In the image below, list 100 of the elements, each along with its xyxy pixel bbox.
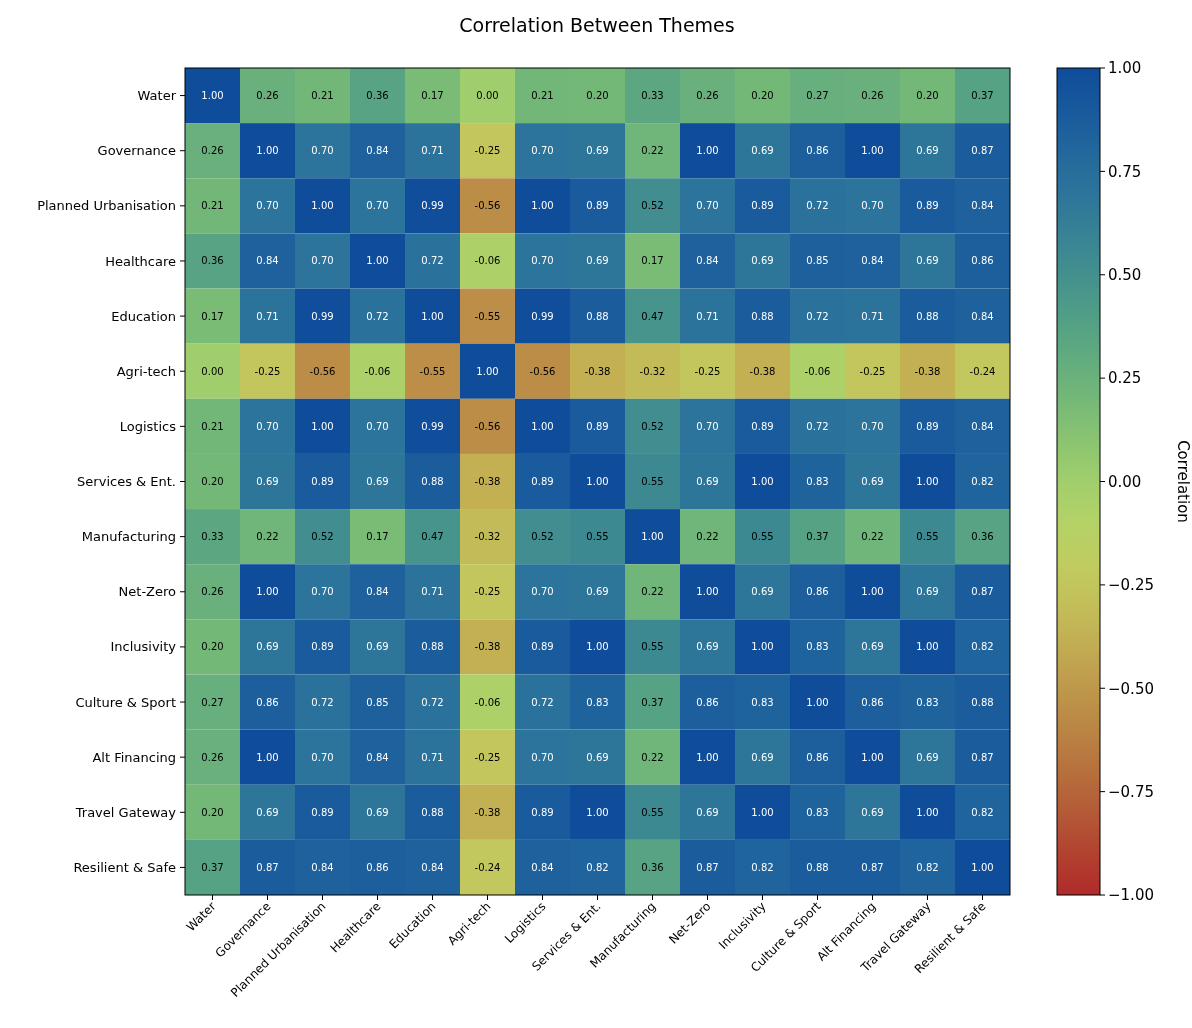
data-label: 0.83 [806, 806, 829, 818]
data-label: -0.38 [474, 641, 501, 653]
y-tick-label: Resilient & Safe [73, 859, 176, 875]
data-label: 1.00 [256, 751, 279, 763]
data-label: 1.00 [751, 641, 774, 653]
data-label: 1.00 [916, 806, 939, 818]
data-label: -0.38 [914, 365, 941, 377]
data-label: 0.26 [696, 90, 719, 102]
data-label: 0.83 [586, 696, 609, 708]
data-label: 0.71 [421, 751, 444, 763]
color-bar-label: 0.00 [1108, 472, 1142, 491]
data-label: 1.00 [421, 310, 444, 322]
data-label: 0.99 [311, 310, 334, 322]
data-label: 0.69 [751, 751, 774, 763]
data-label: 0.71 [421, 586, 444, 598]
data-label: -0.56 [474, 420, 501, 432]
data-label: 0.33 [201, 531, 224, 543]
data-label: 0.69 [751, 586, 774, 598]
data-label: 0.69 [256, 641, 279, 653]
data-label: 0.89 [311, 641, 334, 653]
data-label: 0.85 [806, 255, 829, 267]
data-label: 1.00 [971, 861, 994, 873]
data-label: 0.69 [861, 806, 884, 818]
data-label: 1.00 [201, 90, 224, 102]
data-label: 0.00 [201, 365, 224, 377]
data-label: 0.52 [641, 420, 664, 432]
data-label: 0.88 [421, 806, 444, 818]
data-label: 0.89 [916, 420, 939, 432]
data-label: 0.26 [201, 751, 224, 763]
data-label: 0.69 [916, 751, 939, 763]
data-label: 0.69 [256, 806, 279, 818]
data-label: 0.37 [806, 531, 829, 543]
data-label: 1.00 [751, 476, 774, 487]
data-label: 1.00 [696, 145, 719, 157]
data-label: 0.72 [806, 310, 829, 322]
data-label: 0.86 [861, 696, 884, 708]
color-bar-label: −1.00 [1108, 886, 1154, 905]
data-label: 1.00 [311, 420, 334, 432]
data-label: 0.69 [366, 476, 389, 487]
data-label: 0.83 [806, 641, 829, 653]
data-label: 0.27 [806, 90, 829, 102]
data-label: 0.87 [971, 751, 994, 763]
data-label: 0.86 [806, 751, 829, 763]
data-label: -0.55 [474, 310, 501, 322]
data-label: 1.00 [586, 641, 609, 653]
data-label: 0.69 [586, 145, 609, 157]
data-label: -0.25 [694, 365, 721, 377]
data-label: 0.70 [531, 586, 554, 598]
data-label: 0.69 [586, 751, 609, 763]
data-label: 0.70 [531, 255, 554, 267]
data-label: 0.87 [696, 861, 719, 873]
data-label: 0.69 [916, 586, 939, 598]
data-label: 1.00 [806, 696, 829, 708]
data-label: 0.55 [586, 531, 609, 543]
data-label: 0.21 [201, 200, 224, 212]
data-label: 0.70 [861, 420, 884, 432]
data-label: -0.32 [639, 365, 666, 377]
data-label: 0.84 [971, 420, 994, 432]
y-tick-label: Services & Ent. [77, 474, 176, 490]
data-label: 0.87 [861, 861, 884, 873]
data-label: 0.37 [641, 696, 664, 708]
y-tick-label: Net-Zero [118, 584, 177, 600]
data-label: -0.56 [529, 365, 556, 377]
data-label: 0.36 [641, 861, 664, 873]
data-label: 1.00 [916, 641, 939, 653]
color-bar-label: 0.75 [1108, 162, 1142, 181]
data-label: -0.06 [364, 365, 391, 377]
data-label: 0.89 [531, 476, 554, 487]
data-label: 1.00 [916, 476, 939, 487]
data-label: 0.21 [201, 420, 224, 432]
data-label: 0.82 [971, 641, 994, 653]
data-label: 0.70 [531, 751, 554, 763]
data-label: 0.17 [201, 310, 224, 322]
data-label: 0.71 [256, 310, 279, 322]
data-label: 0.26 [256, 90, 279, 102]
data-label: 0.71 [861, 310, 884, 322]
data-label: 0.87 [256, 861, 279, 873]
data-label: 0.17 [421, 90, 444, 102]
data-label: 0.86 [971, 255, 994, 267]
data-label: 0.86 [806, 586, 829, 598]
data-label: 0.69 [861, 476, 884, 487]
y-tick-label: Inclusivity [110, 639, 177, 655]
color-bar-label: 0.25 [1108, 369, 1142, 388]
data-label: 0.33 [641, 90, 664, 102]
data-label: 0.69 [861, 641, 884, 653]
data-label: 0.70 [366, 200, 389, 212]
y-tick-label: Water [137, 88, 177, 104]
data-label: 0.00 [476, 90, 499, 102]
data-label: 0.84 [366, 145, 389, 157]
data-label: 0.20 [201, 641, 224, 653]
data-label: 0.37 [201, 861, 224, 873]
data-label: -0.56 [309, 365, 336, 377]
data-label: 0.69 [696, 476, 719, 487]
data-label: 0.70 [366, 420, 389, 432]
data-label: 0.84 [531, 861, 554, 873]
data-label: 0.72 [421, 696, 444, 708]
data-label: 0.21 [311, 90, 334, 102]
data-label: 0.88 [971, 696, 994, 708]
data-label: 0.99 [421, 200, 444, 212]
data-label: 0.72 [366, 310, 389, 322]
